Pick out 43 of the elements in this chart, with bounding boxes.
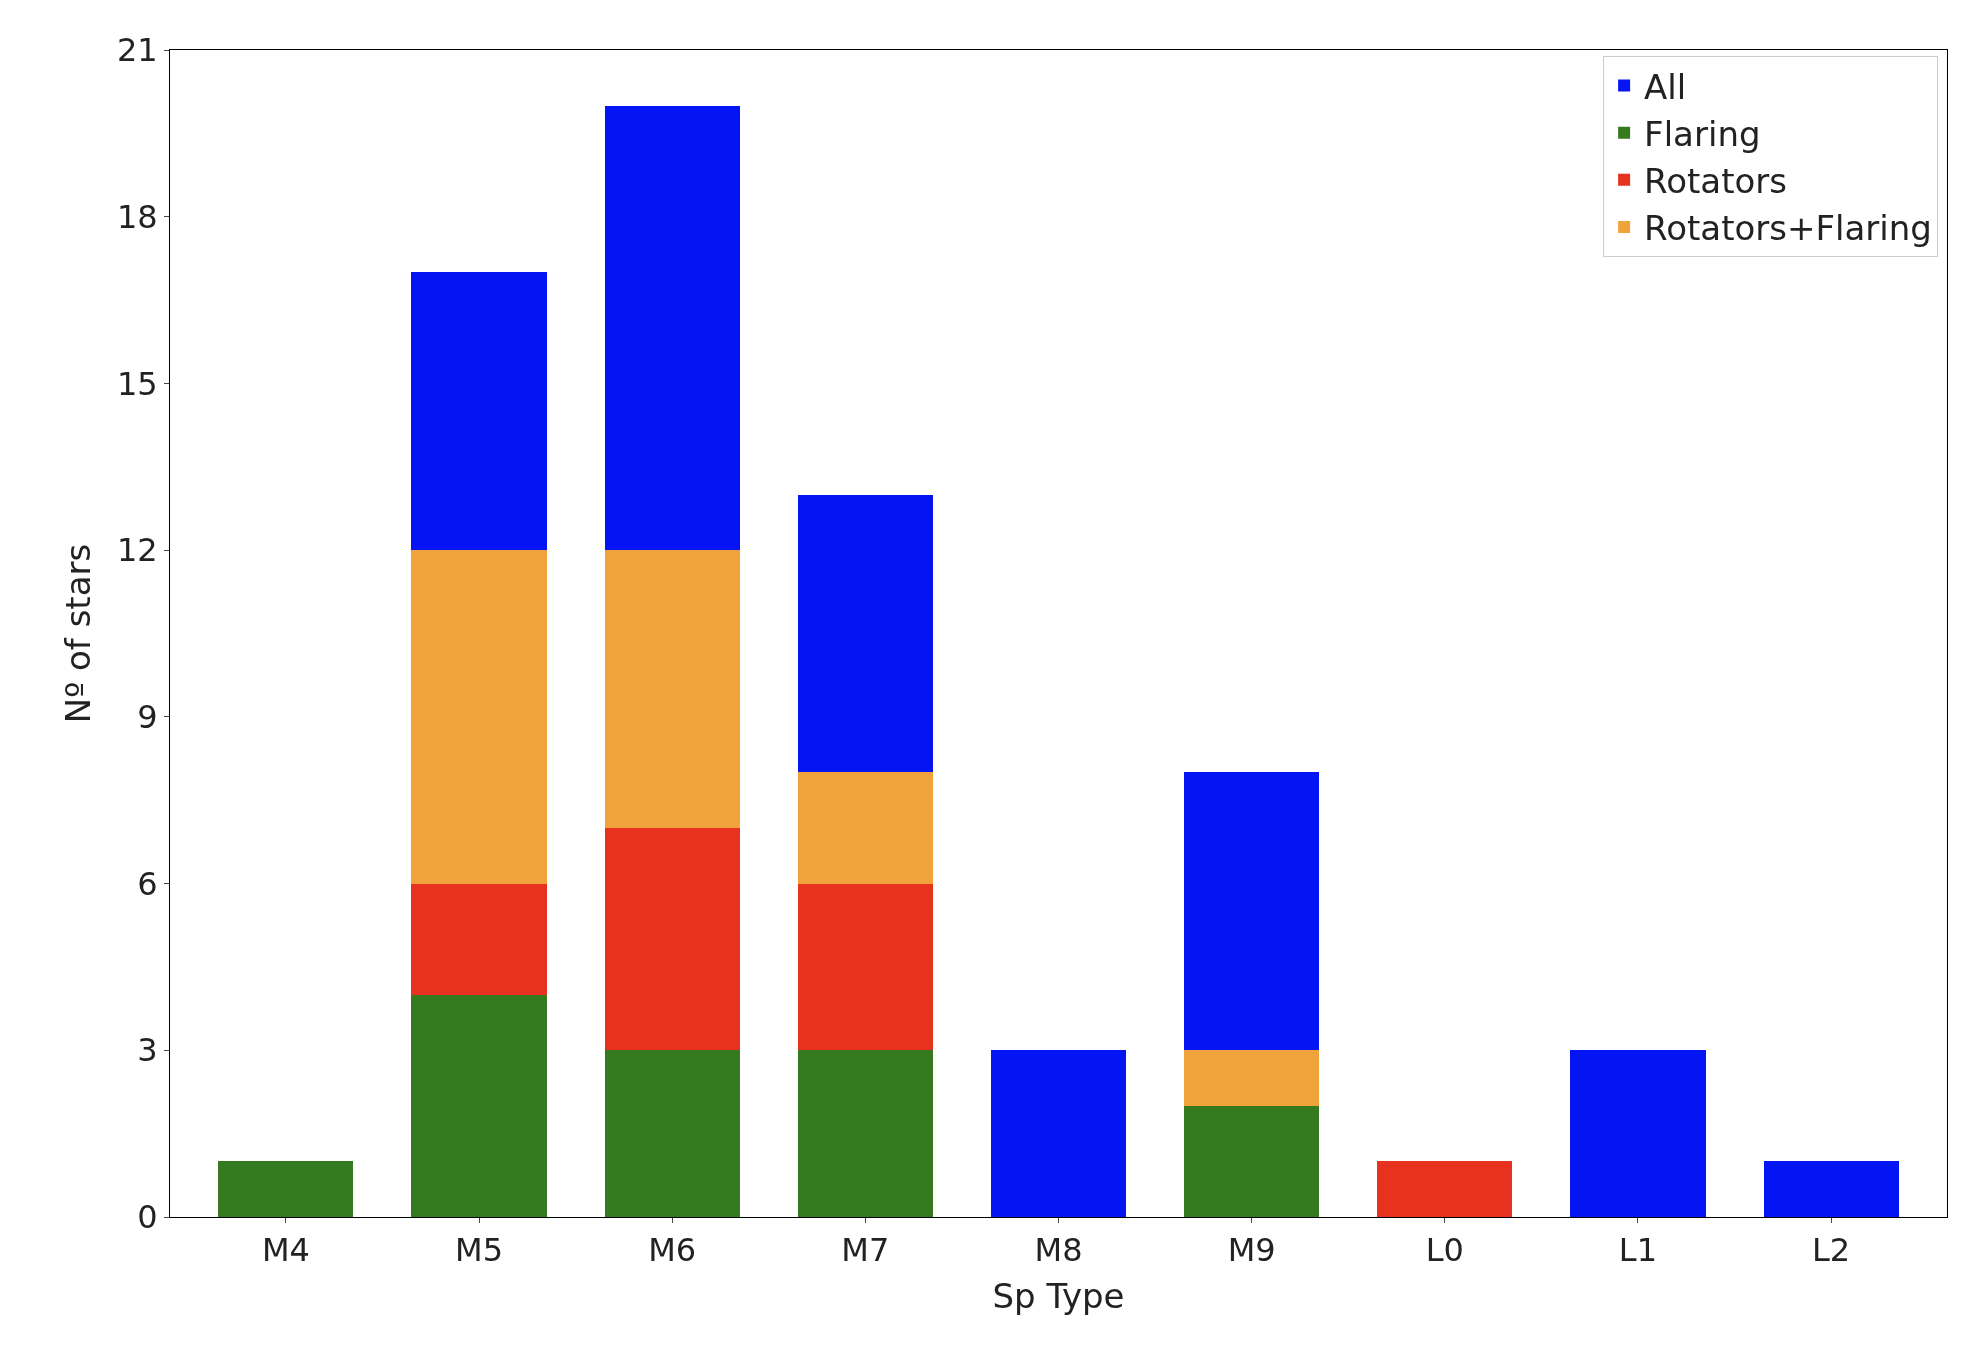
y-tick-label: 6 xyxy=(137,864,158,903)
y-tick-label: 15 xyxy=(116,364,158,403)
x-tick-label: L1 xyxy=(1618,1231,1658,1270)
bar xyxy=(990,1050,1127,1217)
legend-label: All xyxy=(1644,66,1687,107)
bar xyxy=(218,1161,354,1217)
bar xyxy=(797,883,933,1051)
bar xyxy=(1377,1161,1513,1217)
bar xyxy=(604,105,740,551)
bar xyxy=(1763,1161,1899,1217)
bar xyxy=(411,550,547,884)
x-tick-label: L2 xyxy=(1812,1231,1851,1270)
bar xyxy=(1184,772,1320,1051)
y-tick-label: 21 xyxy=(116,31,158,70)
bar xyxy=(604,550,740,828)
bar xyxy=(1570,1050,1706,1217)
x-tick-label: M7 xyxy=(841,1231,890,1270)
bar xyxy=(604,828,740,1051)
bar xyxy=(1184,1105,1320,1217)
y-tick-label: 18 xyxy=(116,197,158,236)
x-tick-label: M5 xyxy=(455,1231,504,1270)
y-tick-label: 3 xyxy=(137,1031,158,1070)
y-axis-title: Nº of stars xyxy=(58,543,99,724)
x-tick-label: M8 xyxy=(1034,1231,1083,1270)
x-tick-label: M4 xyxy=(261,1231,310,1270)
legend-label: Flaring xyxy=(1644,113,1761,154)
bar xyxy=(1184,1050,1320,1106)
bar xyxy=(797,494,933,773)
bar xyxy=(797,1050,933,1217)
legend-label: Rotators xyxy=(1644,161,1788,202)
x-tick-label: M9 xyxy=(1227,1231,1276,1270)
bar xyxy=(604,1050,740,1217)
y-tick-label: 9 xyxy=(137,698,158,737)
bar xyxy=(411,272,547,551)
x-tick-label: M6 xyxy=(648,1231,697,1270)
bar xyxy=(411,883,547,995)
y-tick-label: 0 xyxy=(137,1198,158,1237)
legend-label: Rotators+Flaring xyxy=(1644,208,1932,249)
y-tick-label: 12 xyxy=(116,531,158,570)
bar xyxy=(797,772,933,884)
x-axis-title: Sp Type xyxy=(992,1275,1125,1316)
x-tick-label: L0 xyxy=(1425,1231,1464,1270)
bar xyxy=(411,994,547,1217)
